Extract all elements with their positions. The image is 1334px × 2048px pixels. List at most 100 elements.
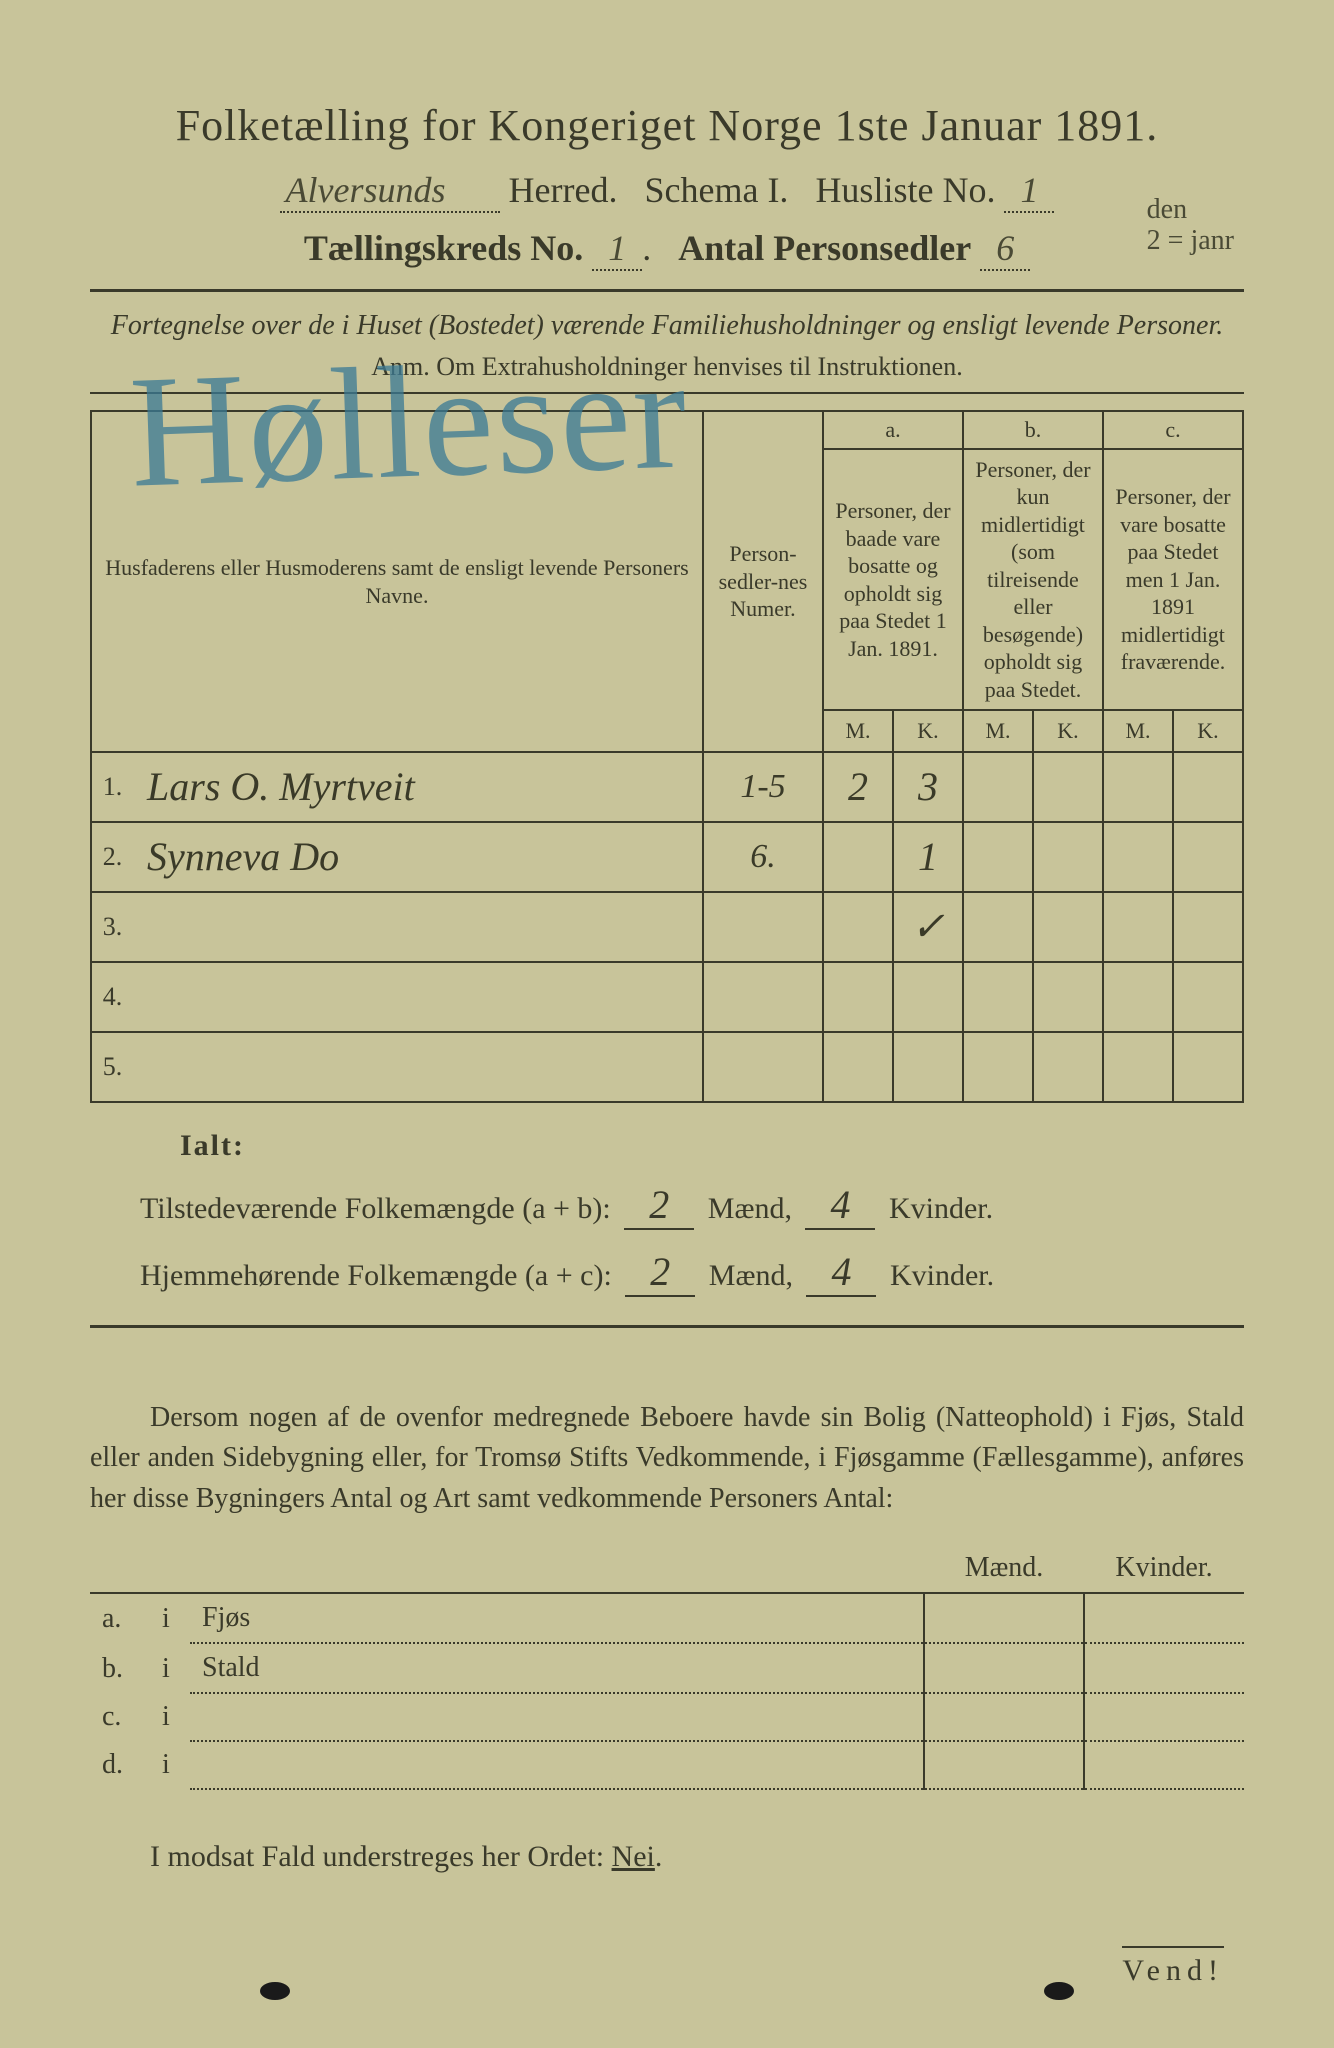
row-kvinder	[1084, 1593, 1244, 1643]
hole-icon	[1044, 1982, 1074, 2000]
row-kvinder	[1084, 1693, 1244, 1741]
subtext-2: Anm. Om Extrahusholdninger henvises til …	[90, 352, 1244, 382]
row-num: 3.	[91, 892, 133, 962]
row-ak: ✓	[911, 904, 945, 949]
sum2-kvinder: 4	[806, 1248, 876, 1297]
a-k: K.	[893, 710, 963, 752]
col-kvinder: Kvinder.	[1084, 1544, 1244, 1593]
hole-icon	[260, 1982, 290, 2000]
col-b: Personer, der kun midlertidigt (som tilr…	[963, 449, 1103, 711]
table-row: 3. ✓	[91, 892, 1243, 962]
b-m: M.	[963, 710, 1033, 752]
table-row: 2. Synneva Do 6. 1	[91, 822, 1243, 892]
row-ak: 1	[918, 834, 938, 879]
row-lab: c.	[90, 1693, 150, 1741]
col-c-top: c.	[1103, 411, 1243, 449]
row-name: Fjøs	[190, 1593, 924, 1643]
row-name: Lars O. Myrtveit	[147, 764, 415, 809]
a-m: M.	[823, 710, 893, 752]
rule-2	[90, 392, 1244, 394]
header-line-3: Tællingskreds No. 1. Antal Personsedler …	[90, 227, 1244, 271]
col-c: Personer, der vare bosatte paa Stedet me…	[1103, 449, 1243, 711]
content: den 2 = janr Folketælling for Kongeriget…	[90, 100, 1244, 1874]
col-numer: Person-sedler-nes Numer.	[703, 411, 823, 752]
row-name	[190, 1693, 924, 1741]
page-title: Folketælling for Kongeriget Norge 1ste J…	[90, 100, 1244, 151]
sum-line-1: Tilstedeværende Folkemængde (a + b): 2 M…	[90, 1181, 1244, 1230]
margin-note: den 2 = janr	[1147, 195, 1234, 257]
husliste-label: Husliste No.	[815, 170, 995, 210]
row-ak: 3	[918, 764, 938, 809]
row-num: 1.	[91, 752, 133, 822]
row-kvinder	[1084, 1741, 1244, 1789]
personsedler-value: 6	[980, 227, 1030, 271]
table-row: 5.	[91, 1032, 1243, 1102]
table-row: d. i	[90, 1741, 1244, 1789]
header-line-2: Alversunds Herred. Schema I. Husliste No…	[90, 169, 1244, 213]
kreds-value: 1	[592, 227, 642, 271]
main-table: Husfaderens eller Husmoderens samt de en…	[90, 410, 1244, 1103]
row-num: 4.	[91, 962, 133, 1032]
sum-line-2: Hjemmehørende Folkemængde (a + c): 2 Mæn…	[90, 1248, 1244, 1297]
row-lab: a.	[90, 1593, 150, 1643]
sum1-maend: 2	[624, 1181, 694, 1230]
rule-3	[90, 1325, 1244, 1328]
vend-label: Vend!	[1122, 1946, 1224, 1988]
herred-value: Alversunds	[280, 169, 500, 213]
sum1-kvinder-label: Kvinder.	[889, 1192, 993, 1225]
husliste-value: 1	[1004, 169, 1054, 213]
final-pre: I modsat Fald understreges her Ordet:	[150, 1840, 612, 1873]
row-kvinder	[1084, 1643, 1244, 1693]
subtext-1: Fortegnelse over de i Huset (Bostedet) v…	[90, 308, 1244, 344]
row-i: i	[150, 1643, 190, 1693]
row-maend	[924, 1643, 1084, 1693]
sum1-maend-label: Mænd,	[708, 1192, 792, 1225]
document-page: den 2 = janr Folketælling for Kongeriget…	[0, 0, 1334, 2048]
sum2-kvinder-label: Kvinder.	[890, 1259, 994, 1292]
row-i: i	[150, 1693, 190, 1741]
col-a: Personer, der baade vare bosatte og opho…	[823, 449, 963, 711]
rule-1	[90, 289, 1244, 292]
table-row: c. i	[90, 1693, 1244, 1741]
final-nei: Nei	[612, 1840, 655, 1873]
table-body: 1. Lars O. Myrtveit 1-5 2 3 2. Synneva D…	[91, 752, 1243, 1102]
col-a-top: a.	[823, 411, 963, 449]
sum2-label: Hjemmehørende Folkemængde (a + c):	[140, 1259, 612, 1292]
col-b-top: b.	[963, 411, 1103, 449]
table-row: 1. Lars O. Myrtveit 1-5 2 3	[91, 752, 1243, 822]
margin-note-1: den	[1147, 194, 1187, 225]
row-i: i	[150, 1741, 190, 1789]
b-k: K.	[1033, 710, 1103, 752]
final-line: I modsat Fald understreges her Ordet: Ne…	[90, 1840, 1244, 1874]
c-k: K.	[1173, 710, 1243, 752]
ialt-label: Ialt:	[90, 1129, 1244, 1163]
row-maend	[924, 1593, 1084, 1643]
schema-label: Schema I.	[644, 170, 788, 210]
kreds-label: Tællingskreds No.	[304, 228, 583, 268]
col-name: Husfaderens eller Husmoderens samt de en…	[91, 411, 703, 752]
row-name: Synneva Do	[147, 834, 339, 879]
herred-label: Herred.	[509, 170, 618, 210]
row-name: Stald	[190, 1643, 924, 1693]
row-lab: d.	[90, 1741, 150, 1789]
table-row: b. i Stald	[90, 1643, 1244, 1693]
sum2-maend: 2	[625, 1248, 695, 1297]
c-m: M.	[1103, 710, 1173, 752]
row-maend	[924, 1693, 1084, 1741]
second-table: Mænd. Kvinder. a. i Fjøs b. i Stald c. i	[90, 1544, 1244, 1790]
row-maend	[924, 1741, 1084, 1789]
col-maend: Mænd.	[924, 1544, 1084, 1593]
row-num: 5.	[91, 1032, 133, 1102]
row-lab: b.	[90, 1643, 150, 1693]
row-am: 2	[848, 764, 868, 809]
row-name	[190, 1741, 924, 1789]
table-row: 4.	[91, 962, 1243, 1032]
sum1-label: Tilstedeværende Folkemængde (a + b):	[140, 1192, 611, 1225]
row-i: i	[150, 1593, 190, 1643]
personsedler-label: Antal Personsedler	[678, 228, 971, 268]
final-post: .	[655, 1840, 663, 1873]
row-num: 2.	[91, 822, 133, 892]
sum2-maend-label: Mænd,	[709, 1259, 793, 1292]
paragraph: Dersom nogen af de ovenfor medregnede Be…	[90, 1398, 1244, 1520]
row-numer: 1-5	[740, 768, 785, 805]
